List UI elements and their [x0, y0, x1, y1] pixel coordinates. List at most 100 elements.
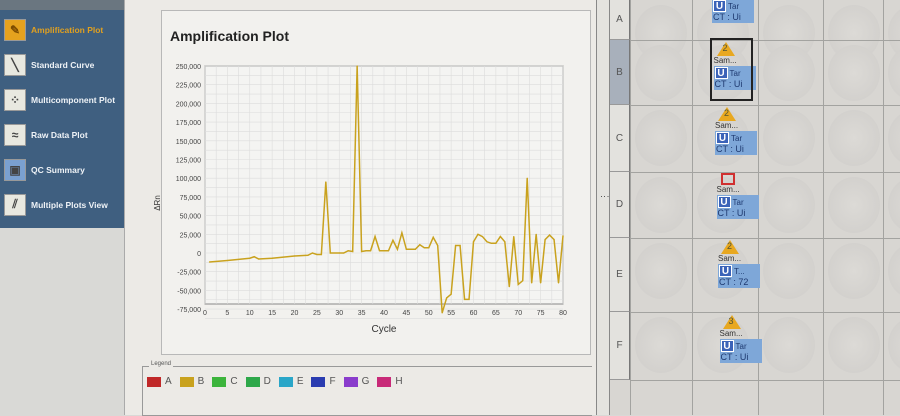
- well[interactable]: [763, 45, 815, 101]
- grid-line: [630, 312, 900, 313]
- well[interactable]: [888, 317, 900, 373]
- grid-line: [692, 0, 693, 415]
- y-tick-label: 150,000: [176, 139, 201, 146]
- well[interactable]: [635, 110, 687, 166]
- well[interactable]: [888, 110, 900, 166]
- nav-qc-summary[interactable]: ▣ QC Summary: [0, 152, 130, 187]
- data-point: [468, 298, 470, 300]
- legend-item-D[interactable]: D: [245, 376, 271, 387]
- well-content-B[interactable]: 2 Sam... U Tar CT : Ui: [713, 42, 756, 90]
- sample-name: Sam...: [715, 121, 739, 130]
- data-point: [495, 242, 497, 244]
- well-content-E[interactable]: 2 Sam... U T... CT : 72: [718, 240, 760, 288]
- nav-multiple-plots-view[interactable]: ⫽ Multiple Plots View: [0, 187, 130, 222]
- data-point: [455, 244, 457, 247]
- well[interactable]: [828, 177, 880, 233]
- target-tag: U T... CT : 72: [718, 264, 760, 288]
- well[interactable]: [763, 243, 815, 299]
- row-header-B[interactable]: B: [610, 40, 630, 105]
- well[interactable]: [635, 243, 687, 299]
- nav-raw-data-plot[interactable]: ≈ Raw Data Plot: [0, 117, 130, 152]
- data-point: [557, 282, 560, 284]
- ct-value: CT : 72: [719, 277, 749, 287]
- ct-value: CT : Ui: [716, 144, 744, 154]
- target-name: Tar: [728, 2, 740, 11]
- chart-title: Amplification Plot: [170, 28, 289, 44]
- well[interactable]: [763, 110, 815, 166]
- data-point: [369, 250, 372, 252]
- well[interactable]: [635, 177, 687, 233]
- well[interactable]: [828, 317, 880, 373]
- nav-amplification-plot[interactable]: ✎ Amplification Plot: [0, 12, 130, 47]
- data-point: [423, 247, 425, 249]
- well-content-F[interactable]: 3 Sam... U Tar CT : Ui: [719, 315, 762, 363]
- target-name: Tar: [731, 134, 743, 143]
- nav-standard-curve[interactable]: ╲ Standard Curve: [0, 47, 130, 82]
- well[interactable]: [828, 243, 880, 299]
- legend-item-C[interactable]: C: [212, 376, 238, 387]
- well[interactable]: [828, 110, 880, 166]
- data-point: [396, 248, 399, 250]
- legend-item-F[interactable]: F: [311, 376, 336, 387]
- x-tick-label: 60: [470, 310, 478, 317]
- splitter-grip-icon[interactable]: ⋮: [600, 192, 610, 201]
- raw-data-icon: ≈: [4, 123, 26, 146]
- splitter[interactable]: [596, 0, 610, 415]
- warning-flag-icon: 3: [722, 315, 741, 329]
- grid-line: [823, 0, 824, 415]
- data-point: [392, 239, 394, 241]
- qc-summary-icon: ▣: [4, 158, 26, 181]
- nav-multicomponent-plot[interactable]: ⁘ Multicomponent Plot: [0, 82, 130, 117]
- well[interactable]: [635, 317, 687, 373]
- well[interactable]: [888, 243, 900, 299]
- legend-item-G[interactable]: G: [343, 376, 369, 387]
- well[interactable]: [828, 45, 880, 101]
- data-point: [356, 65, 358, 67]
- nav-label: Standard Curve: [31, 59, 95, 70]
- data-point: [387, 250, 390, 252]
- data-point: [383, 250, 385, 252]
- warning-flag-icon: 2: [721, 240, 739, 254]
- row-header-C[interactable]: C: [610, 105, 630, 172]
- well-content-D[interactable]: Sam... U Tar CT : Ui: [716, 173, 759, 219]
- well-content-A[interactable]: U Tar CT : Ui: [712, 0, 754, 23]
- legend-item-B[interactable]: B: [179, 376, 204, 387]
- well[interactable]: [888, 5, 900, 61]
- data-point: [311, 252, 313, 254]
- well[interactable]: [763, 317, 815, 373]
- row-header-F[interactable]: F: [610, 312, 630, 380]
- legend-item-H[interactable]: H: [377, 376, 403, 387]
- toolbar-strip: [0, 0, 160, 10]
- x-tick-label: 30: [335, 310, 343, 317]
- well-content-C[interactable]: 2 Sam... U Tar CT : Ui: [715, 107, 757, 155]
- target-tag: U Tar CT : Ui: [712, 0, 754, 23]
- legend-item-E[interactable]: E: [278, 376, 303, 387]
- target-tag: U Tar CT : Ui: [713, 66, 756, 90]
- target-tag: U Tar CT : Ui: [716, 195, 759, 219]
- x-axis-label: Cycle: [371, 324, 396, 335]
- well[interactable]: [888, 45, 900, 101]
- empty-flag-icon: [720, 173, 735, 185]
- y-tick-label: 0: [197, 251, 201, 258]
- unknown-task-icon: U: [714, 67, 728, 79]
- data-point: [486, 241, 488, 243]
- row-header-E[interactable]: E: [610, 238, 630, 312]
- data-point: [271, 257, 273, 259]
- well[interactable]: [763, 177, 815, 233]
- grid-line: [630, 0, 631, 415]
- row-header-D[interactable]: D: [610, 172, 630, 238]
- data-point: [338, 252, 340, 254]
- legend-item-A[interactable]: A: [147, 376, 172, 387]
- data-point: [258, 258, 260, 260]
- y-tick-label: -50,000: [177, 288, 201, 295]
- well[interactable]: [635, 45, 687, 101]
- ct-value: CT : Ui: [720, 352, 749, 362]
- data-point: [329, 252, 331, 254]
- unknown-task-icon: U: [717, 196, 731, 208]
- row-header-A[interactable]: A: [610, 0, 630, 40]
- target-name: Tar: [729, 69, 741, 78]
- well[interactable]: [888, 177, 900, 233]
- amplification-icon: ✎: [4, 18, 26, 41]
- data-point: [293, 255, 296, 257]
